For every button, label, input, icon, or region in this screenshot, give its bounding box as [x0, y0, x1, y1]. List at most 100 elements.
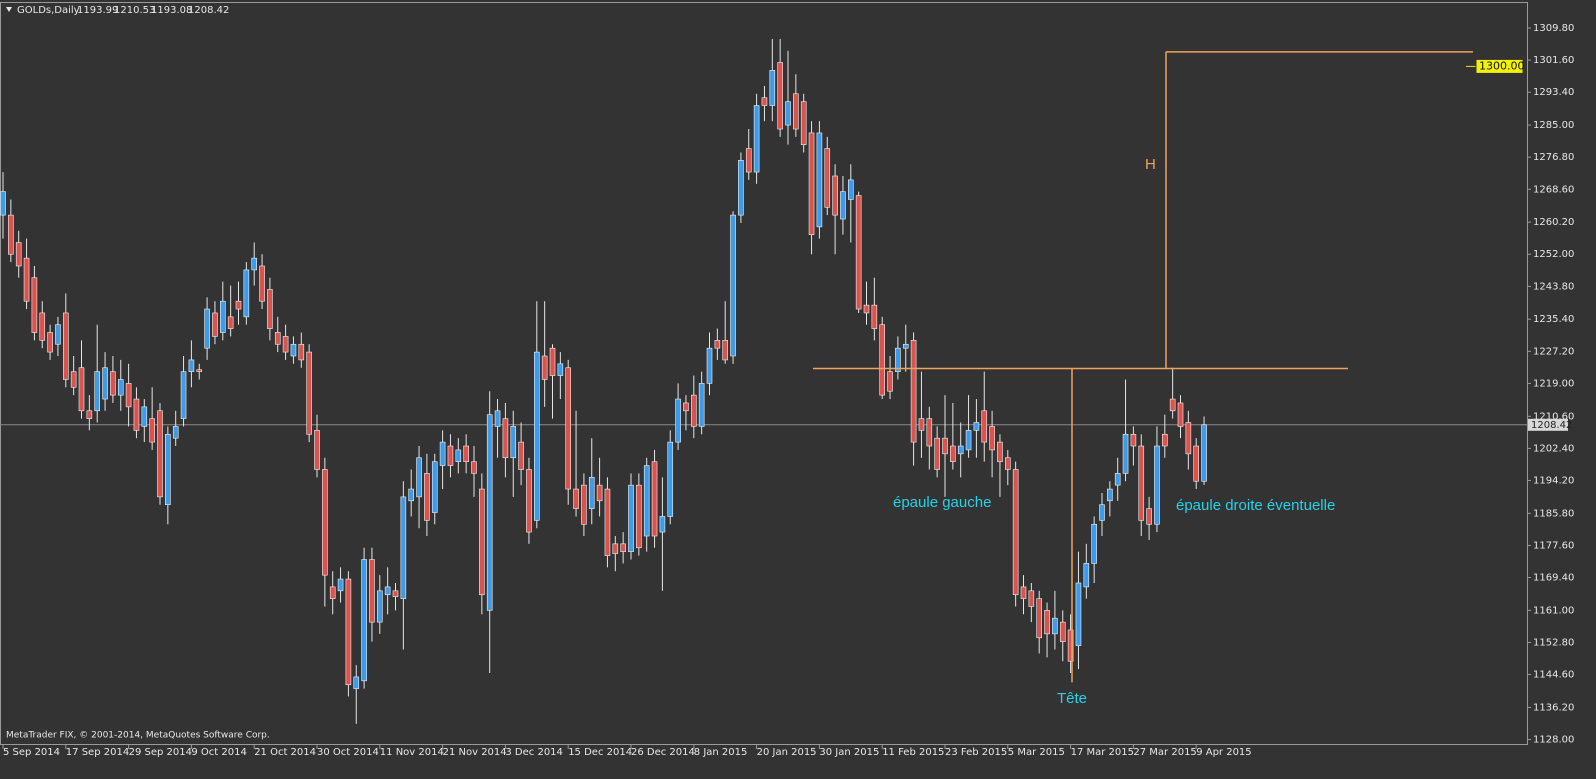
candle-body [1091, 523, 1097, 564]
candle-body [761, 97, 768, 106]
candle-body [636, 484, 642, 549]
candle-body [180, 371, 187, 419]
y-tick-label: 1276.80 [1533, 152, 1574, 163]
plot-frame [0, 2, 1528, 745]
candle-body [1201, 424, 1207, 482]
candle-body [47, 332, 53, 353]
candle-body [1162, 433, 1168, 447]
candle-body [541, 355, 548, 380]
price-label-box [1528, 418, 1568, 431]
candle-body [172, 426, 179, 439]
candle-body [573, 488, 579, 509]
candle-body [384, 586, 391, 596]
candle-body [439, 441, 446, 466]
annotation: Tête [1057, 690, 1087, 707]
candle-body [1122, 433, 1129, 474]
candle-body [431, 461, 438, 513]
candle-body [110, 371, 116, 396]
high-value: 1210.53 [114, 5, 155, 16]
candle-body [588, 477, 595, 509]
candle-body [55, 324, 61, 345]
candle-body [322, 469, 328, 576]
candle-body [267, 289, 273, 329]
annotation: épaule gauche [893, 494, 991, 511]
x-tick-label: 3 Dec 2014 [505, 747, 563, 758]
candle-body [1193, 445, 1199, 482]
candle-body [675, 398, 681, 443]
candle-body [494, 410, 501, 427]
candle-body [887, 371, 893, 392]
candle-body [793, 93, 799, 130]
low-value: 1193.08 [151, 5, 192, 16]
x-tick-label: 17 Sep 2014 [66, 747, 129, 758]
candle-body [463, 445, 469, 462]
candle-body [204, 308, 210, 349]
candle-body [651, 461, 658, 537]
candle-body [808, 132, 815, 235]
candle-body [832, 175, 838, 216]
candle-body [942, 437, 948, 455]
y-tick-label: 1136.20 [1533, 702, 1574, 713]
x-tick-label: 27 Mar 2015 [1133, 747, 1196, 758]
open-value: 1193.99 [77, 5, 118, 16]
candle-body [1083, 563, 1090, 588]
candle-body [298, 343, 305, 361]
price-label: 1208.42 [1531, 420, 1572, 431]
candle-body [117, 379, 124, 396]
candle-body [1004, 457, 1011, 470]
candle-body [314, 430, 320, 470]
candle-body [282, 336, 289, 353]
candle-body [62, 312, 69, 380]
candle-body [259, 265, 265, 302]
candle-body [39, 312, 46, 341]
candle-body [557, 363, 564, 376]
x-tick-label: 17 Mar 2015 [1071, 747, 1134, 758]
candle-body [722, 340, 729, 361]
candle-body [628, 484, 634, 552]
close-value: 1208.42 [188, 5, 229, 16]
candle-body [1107, 488, 1113, 502]
candle-body [486, 414, 493, 611]
candle-body [227, 316, 234, 329]
y-tick-label: 1185.80 [1533, 508, 1574, 519]
symbol: GOLDs,Daily [17, 5, 80, 16]
candle-body [125, 383, 132, 408]
x-tick-label: 30 Oct 2014 [317, 747, 379, 758]
candle-body [78, 367, 85, 412]
candle-body [824, 148, 831, 208]
y-tick-label: 1252.00 [1533, 249, 1574, 260]
candle-body [989, 426, 995, 451]
candle-body [1028, 590, 1035, 607]
candle-body [800, 101, 807, 145]
candle-body [1138, 445, 1145, 521]
candle-body [1059, 621, 1066, 642]
candle-body [424, 473, 430, 521]
candle-body [863, 304, 870, 314]
candle-body [235, 300, 242, 310]
candle-body [479, 488, 485, 596]
candle-body [1075, 582, 1082, 646]
candle-body [1146, 508, 1152, 525]
candle-body [15, 242, 22, 267]
target-box [1475, 58, 1524, 74]
y-tick-label: 1169.40 [1533, 573, 1574, 584]
candle-body [785, 101, 791, 126]
candle-body [847, 179, 854, 200]
candle-body [510, 426, 517, 459]
candle-body [149, 418, 155, 443]
candle-body [604, 488, 611, 556]
candle-body [871, 304, 878, 329]
candle-body [910, 340, 917, 443]
annotation: épaule droite éventuelle [1176, 497, 1335, 514]
candle-body [1012, 469, 1019, 596]
candle-body [86, 410, 93, 419]
candle-body [840, 191, 846, 220]
candle-body [361, 559, 367, 682]
candle-body [447, 445, 454, 466]
candle-body [620, 543, 626, 552]
candle-body [690, 394, 697, 427]
candle-body [400, 496, 407, 599]
candle-body [141, 406, 148, 427]
candle-body [745, 148, 752, 173]
